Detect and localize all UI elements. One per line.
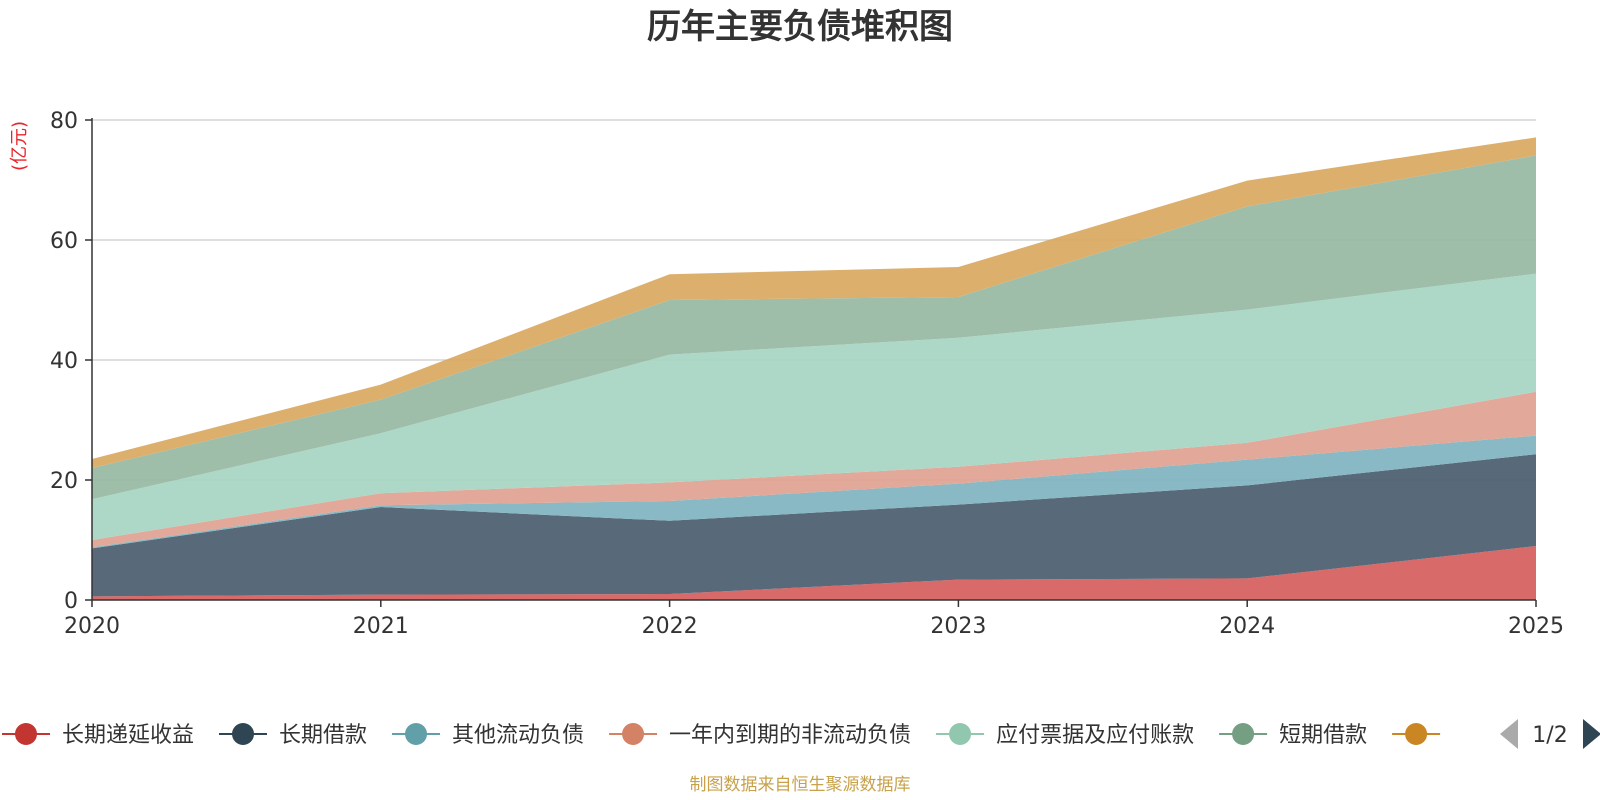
legend-page-indicator: 1/2: [1532, 723, 1567, 748]
legend-item-3[interactable]: 一年内到期的非流动负债: [609, 723, 911, 748]
y-tick-label: 40: [50, 349, 78, 374]
x-tick-label: 2024: [1219, 614, 1275, 639]
legend-label: 长期递延收益: [62, 723, 194, 748]
legend-item-5[interactable]: 短期借款: [1219, 723, 1367, 748]
area-series-4[interactable]: [92, 273, 1536, 540]
legend-item-2[interactable]: 其他流动负债: [392, 723, 584, 748]
legend-label: 短期借款: [1279, 723, 1367, 748]
area-series-5[interactable]: [92, 155, 1536, 500]
legend-marker: [622, 723, 645, 745]
chart-title: 历年主要负债堆积图: [647, 7, 953, 47]
legend-item-0[interactable]: 长期递延收益: [2, 723, 194, 748]
legend-item-1[interactable]: 长期借款: [219, 723, 367, 748]
legend: 长期递延收益 长期借款 其他流动负债 一年内到期的非流动负债 应付票据及应付账款 短期借款…: [2, 719, 1600, 749]
x-tick-label: 2025: [1508, 614, 1564, 639]
x-tick-label: 2022: [642, 614, 698, 639]
legend-item-4[interactable]: 应付票据及应付账款: [936, 723, 1194, 748]
legend-next-page-icon[interactable]: [1583, 719, 1600, 749]
legend-label: 长期借款: [279, 723, 367, 748]
legend-label: 应付票据及应付账款: [996, 723, 1194, 748]
legend-label: 一年内到期的非流动负债: [669, 723, 911, 748]
area-series-group: [92, 137, 1536, 600]
legend-pager[interactable]: 1/2: [1500, 719, 1600, 749]
legend-marker: [1405, 723, 1428, 745]
legend-prev-page-icon[interactable]: [1500, 719, 1518, 749]
area-series-0[interactable]: [92, 546, 1536, 600]
y-tick-label: 0: [64, 589, 78, 614]
legend-item-6[interactable]: [1392, 723, 1441, 745]
y-tick-label: 80: [50, 109, 78, 134]
y-axis-unit-label: (亿元): [9, 121, 30, 171]
legend-marker: [15, 723, 37, 745]
area-series-1[interactable]: [92, 454, 1536, 597]
legend-marker: [405, 723, 428, 745]
x-tick-label: 2020: [64, 614, 120, 639]
legend-marker: [232, 723, 255, 745]
area-series-6[interactable]: [92, 137, 1536, 468]
legend-marker: [949, 723, 972, 745]
x-tick-label: 2021: [353, 614, 409, 639]
y-tick-label: 60: [50, 229, 78, 254]
y-tick-label: 20: [50, 469, 78, 494]
legend-label: 其他流动负债: [452, 723, 584, 748]
legend-marker: [1232, 723, 1255, 745]
x-tick-label: 2023: [930, 614, 986, 639]
axes: 0 20 40 60 80 2020 2021 2022 2023 2024 2025: [50, 109, 1564, 639]
data-source-note: 制图数据来自恒生聚源数据库: [690, 775, 911, 795]
